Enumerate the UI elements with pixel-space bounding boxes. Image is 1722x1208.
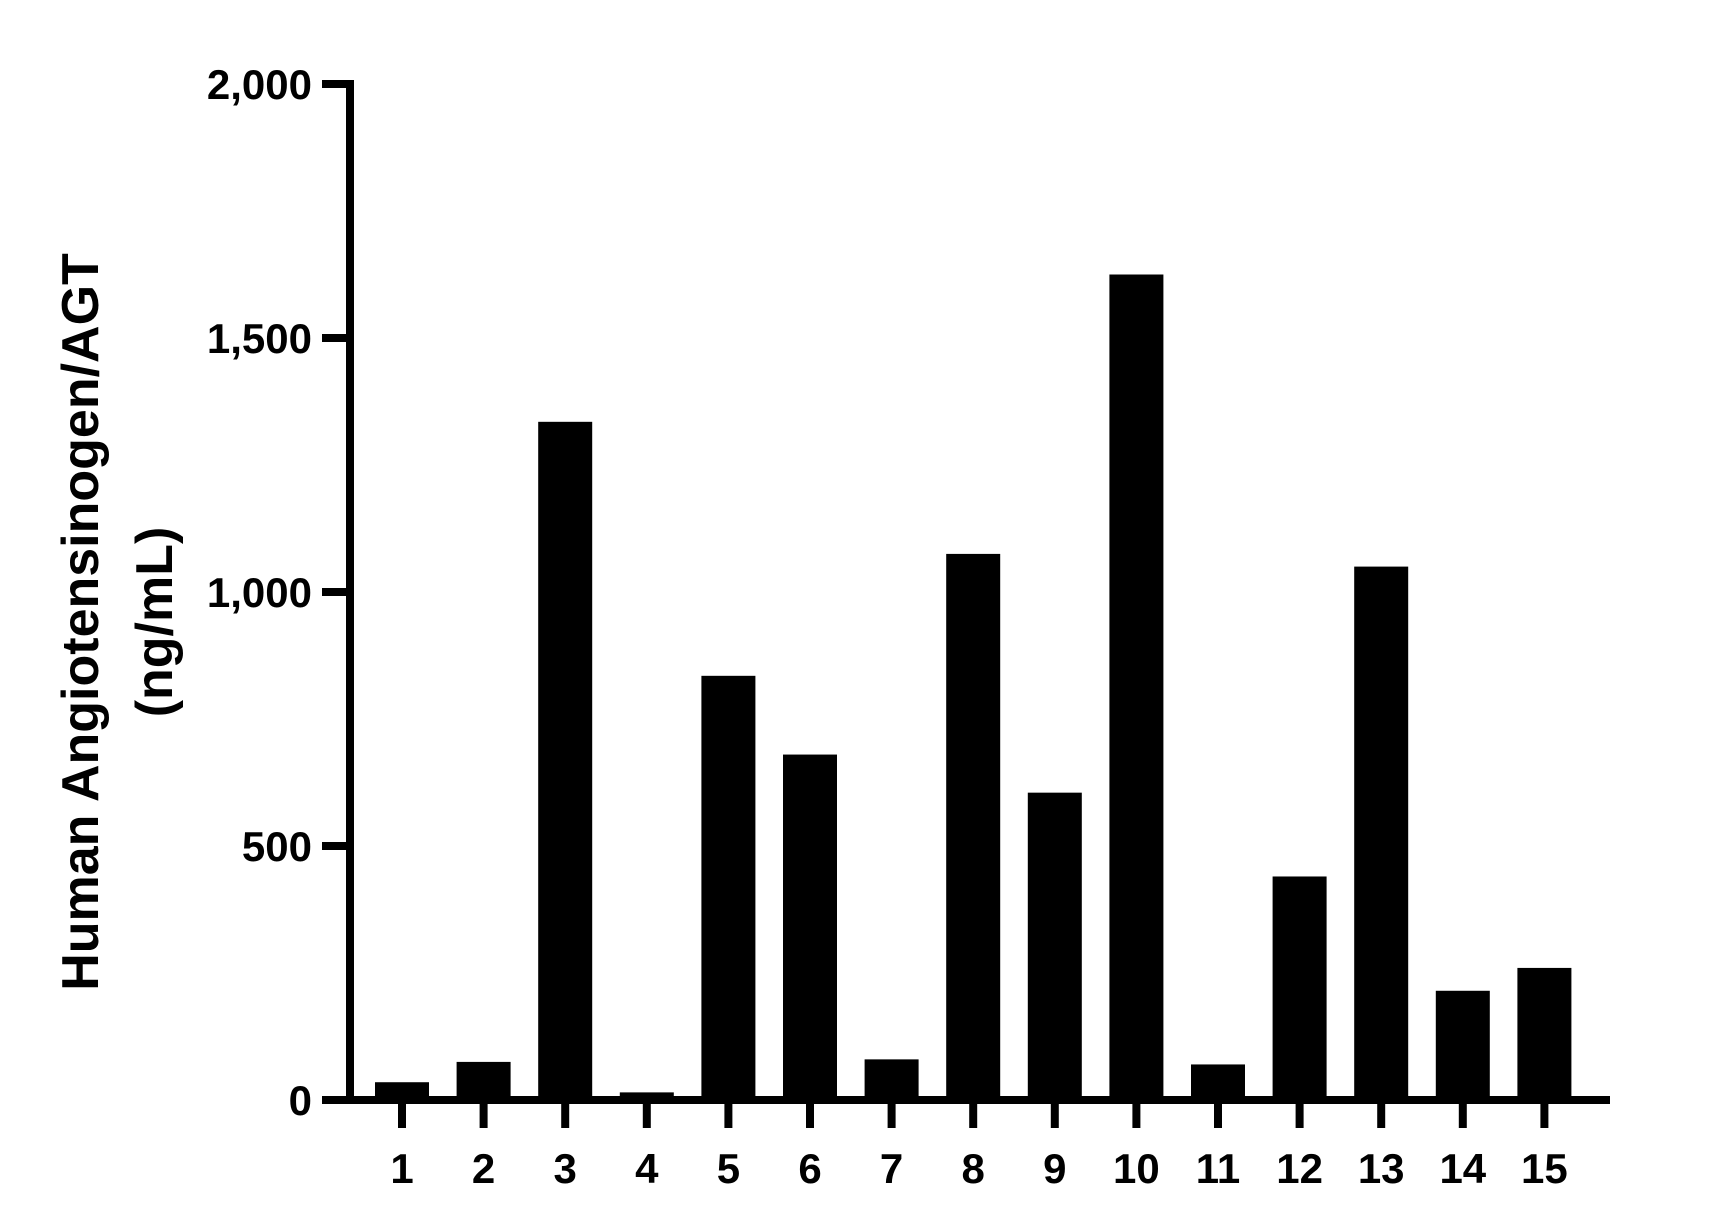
bar-1 bbox=[375, 1082, 429, 1100]
bar-11 bbox=[1191, 1064, 1245, 1100]
bar-10 bbox=[1109, 274, 1164, 1100]
y-tick-label: 2,000 bbox=[207, 61, 312, 108]
bar-2 bbox=[456, 1061, 511, 1100]
y-tick-label: 1,500 bbox=[207, 315, 312, 362]
x-tick-label: 13 bbox=[1358, 1145, 1405, 1192]
x-tick-label: 10 bbox=[1113, 1145, 1160, 1192]
x-tick-label: 6 bbox=[798, 1145, 821, 1192]
bar-3 bbox=[538, 421, 593, 1100]
bar-9 bbox=[1027, 792, 1082, 1100]
x-tick-label: 9 bbox=[1043, 1145, 1066, 1192]
x-axis-ticks: 1 2 3 4 5 6 7 8 9 10 11 12 13 14 15 bbox=[390, 1100, 1568, 1192]
x-tick-label: 2 bbox=[472, 1145, 495, 1192]
x-tick-label: 14 bbox=[1439, 1145, 1486, 1192]
y-axis-unit: (ng/mL) bbox=[126, 527, 184, 718]
bar-7 bbox=[864, 1059, 919, 1100]
x-tick-label: 12 bbox=[1276, 1145, 1323, 1192]
x-tick-label: 3 bbox=[554, 1145, 577, 1192]
bars bbox=[375, 274, 1572, 1100]
bar-15 bbox=[1517, 967, 1572, 1100]
y-axis-ticks: 0 500 1,000 1,500 2,000 bbox=[207, 61, 350, 1124]
bar-12 bbox=[1272, 876, 1327, 1100]
bar-8 bbox=[946, 553, 1001, 1100]
y-axis-title: Human Angiotensinogen/AGT bbox=[52, 253, 110, 991]
bar-5 bbox=[701, 675, 756, 1100]
x-tick-label: 4 bbox=[635, 1145, 659, 1192]
x-tick-label: 8 bbox=[962, 1145, 985, 1192]
bar-14 bbox=[1435, 990, 1490, 1100]
bar-6 bbox=[783, 754, 837, 1100]
x-tick-label: 11 bbox=[1196, 1145, 1240, 1192]
bar-13 bbox=[1354, 566, 1409, 1100]
x-tick-label: 7 bbox=[880, 1145, 903, 1192]
x-tick-label: 15 bbox=[1521, 1145, 1568, 1192]
x-tick-label: 1 bbox=[390, 1145, 413, 1192]
x-tick-label: 5 bbox=[717, 1145, 740, 1192]
y-tick-label: 500 bbox=[242, 823, 312, 870]
y-tick-label: 1,000 bbox=[207, 569, 312, 616]
y-tick-label: 0 bbox=[289, 1077, 312, 1124]
